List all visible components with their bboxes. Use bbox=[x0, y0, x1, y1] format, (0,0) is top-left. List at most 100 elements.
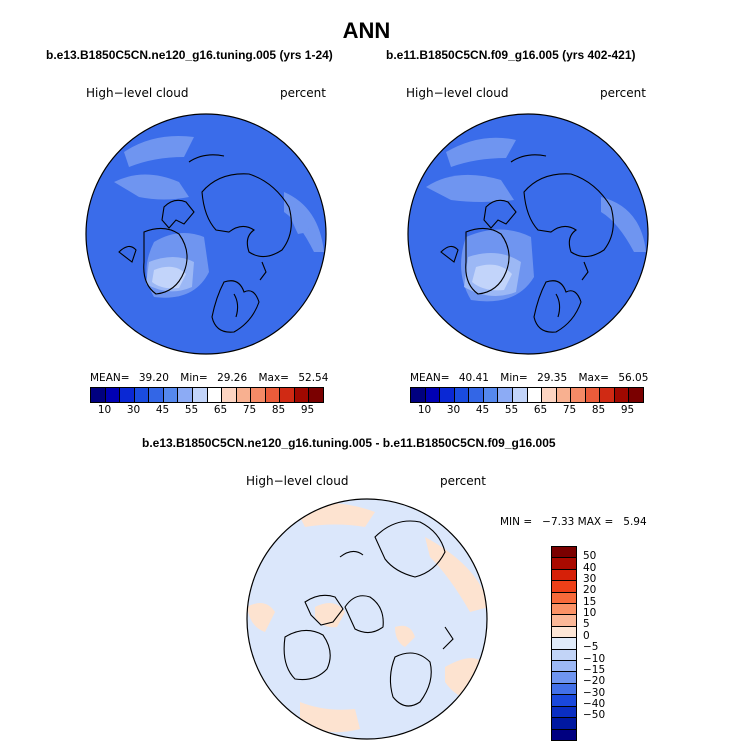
right-colorbar-swatch bbox=[556, 388, 572, 402]
diff-colorbar-swatch bbox=[552, 615, 576, 627]
diff-colorbar-tick-label: 5 bbox=[583, 618, 590, 631]
figure-title: ANN bbox=[342, 18, 391, 43]
diff-colorbar-tick-label: −20 bbox=[583, 675, 606, 688]
left-colorbar-swatch bbox=[105, 388, 121, 402]
right-map-coastline bbox=[465, 227, 510, 295]
right-variable-label: High−level cloud bbox=[406, 86, 509, 100]
diff-colorbar-swatch bbox=[552, 581, 576, 593]
left-map-coastline bbox=[259, 261, 267, 281]
diff-colorbar-swatch bbox=[552, 683, 576, 696]
diff-colorbar-swatch bbox=[552, 718, 576, 730]
diff-map-field-warm bbox=[395, 625, 415, 647]
diff-colorbar-swatch bbox=[552, 729, 576, 740]
diff-colorbar-tick-label: 15 bbox=[583, 595, 597, 608]
diff-map-coastline bbox=[442, 626, 454, 650]
right-colorbar-swatch bbox=[469, 388, 484, 402]
left-colorbar-tick-label: 95 bbox=[300, 404, 315, 416]
left-map-field-base bbox=[86, 114, 326, 354]
right-map-field-base bbox=[408, 114, 648, 354]
right-colorbar-swatch bbox=[629, 388, 643, 402]
left-map-field-light bbox=[289, 207, 309, 234]
diff-colorbar-tick-label: −15 bbox=[583, 663, 606, 676]
diff-colorbar-swatch bbox=[552, 592, 576, 605]
right-colorbar bbox=[410, 387, 644, 403]
left-colorbar-labels: 10 30 45 55 65 75 85 95 bbox=[90, 404, 322, 418]
diff-map-coastline bbox=[304, 594, 344, 626]
left-stats: MEAN= 39.20 Min= 29.26 Max= 52.54 bbox=[90, 372, 328, 384]
right-colorbar-tick-label: 10 bbox=[417, 404, 432, 416]
diff-colorbar-tick-label: 10 bbox=[583, 607, 597, 620]
right-colorbar-swatch bbox=[542, 388, 557, 402]
left-colorbar-swatch bbox=[134, 388, 150, 402]
right-map-field-light bbox=[446, 137, 516, 167]
left-map-coastline bbox=[161, 199, 195, 229]
right-stats: MEAN= 40.41 Min= 29.35 Max= 56.05 bbox=[410, 372, 648, 384]
right-max-label: Max= bbox=[578, 372, 609, 384]
diff-colorbar-tick-label: −5 bbox=[583, 641, 599, 654]
diff-map-field-warm bbox=[247, 603, 275, 632]
right-map-coastline bbox=[510, 154, 547, 163]
left-colorbar-tick-label: 10 bbox=[97, 404, 112, 416]
diff-colorbar-tick-label: −30 bbox=[583, 686, 606, 699]
right-colorbar-swatch bbox=[425, 388, 441, 402]
left-variable-label: High−level cloud bbox=[86, 86, 189, 100]
left-colorbar-tick-label: 45 bbox=[155, 404, 170, 416]
right-map-boundary bbox=[407, 113, 649, 355]
left-map-coastline bbox=[233, 293, 239, 318]
right-map-coastline bbox=[483, 199, 517, 229]
diff-colorbar-tick-label: −40 bbox=[583, 697, 606, 710]
left-colorbar-swatch bbox=[149, 388, 164, 402]
left-colorbar-tick-label: 85 bbox=[271, 404, 286, 416]
left-colorbar-swatch bbox=[309, 388, 323, 402]
right-units-label: percent bbox=[600, 86, 646, 100]
right-colorbar-swatch bbox=[614, 388, 630, 402]
left-units-label: percent bbox=[280, 86, 326, 100]
left-colorbar-tick-label: 55 bbox=[184, 404, 199, 416]
right-colorbar-tick-label: 95 bbox=[620, 404, 635, 416]
diff-colorbar-swatch bbox=[552, 695, 576, 707]
diff-stats: MIN = −7.33 MAX = 5.94 bbox=[500, 516, 647, 528]
diff-map-coastline bbox=[389, 652, 432, 707]
right-map-coastline bbox=[533, 280, 582, 333]
left-case-title: b.e13.B1850C5CN.ne120_g16.tuning.005 (yr… bbox=[46, 48, 333, 62]
right-max-value: 56.05 bbox=[618, 372, 649, 384]
right-case-title: b.e11.B1850C5CN.f09_g16.005 (yrs 402-421… bbox=[386, 48, 636, 62]
diff-map-field-base bbox=[247, 499, 487, 739]
diff-colorbar-tick-label: 40 bbox=[583, 561, 597, 574]
diff-polar-map bbox=[246, 498, 488, 740]
diff-colorbar-tick-label: −50 bbox=[583, 709, 606, 722]
left-colorbar-swatch bbox=[178, 388, 193, 402]
right-colorbar-swatch bbox=[411, 388, 426, 402]
right-colorbar-swatch bbox=[527, 388, 543, 402]
diff-colorbar-swatch bbox=[552, 649, 576, 662]
right-map-coastline bbox=[555, 293, 561, 318]
diff-colorbar bbox=[551, 546, 577, 741]
left-map-field-light bbox=[114, 174, 189, 200]
diff-map-boundary bbox=[246, 498, 488, 740]
left-colorbar-swatch bbox=[222, 388, 237, 402]
left-polar-map bbox=[85, 113, 327, 355]
left-map-coastline bbox=[118, 245, 137, 263]
right-colorbar-tick-label: 85 bbox=[591, 404, 606, 416]
right-map-field-lightest bbox=[472, 264, 512, 291]
left-max-value: 52.54 bbox=[298, 372, 329, 384]
diff-colorbar-tick-label: 50 bbox=[583, 550, 597, 563]
diff-map-field-warm bbox=[300, 702, 360, 733]
diff-variable-label: High−level cloud bbox=[246, 474, 349, 488]
right-colorbar-swatch bbox=[600, 388, 615, 402]
left-colorbar-swatch bbox=[91, 388, 106, 402]
left-colorbar-swatch bbox=[207, 388, 223, 402]
diff-units-label: percent bbox=[440, 474, 486, 488]
diff-colorbar-tick-label: −10 bbox=[583, 652, 606, 665]
left-colorbar-swatch bbox=[294, 388, 310, 402]
right-colorbar-swatch bbox=[585, 388, 601, 402]
diff-map-coastline bbox=[283, 629, 331, 681]
left-min-value: 29.26 bbox=[217, 372, 248, 384]
left-colorbar-swatch bbox=[163, 388, 179, 402]
diff-colorbar-tick-label: 0 bbox=[583, 629, 590, 642]
left-colorbar-tick-label: 75 bbox=[242, 404, 257, 416]
right-colorbar-swatch bbox=[454, 388, 470, 402]
right-polar-map bbox=[407, 113, 649, 355]
left-map-boundary bbox=[85, 113, 327, 355]
diff-map-field-warm bbox=[315, 603, 345, 628]
